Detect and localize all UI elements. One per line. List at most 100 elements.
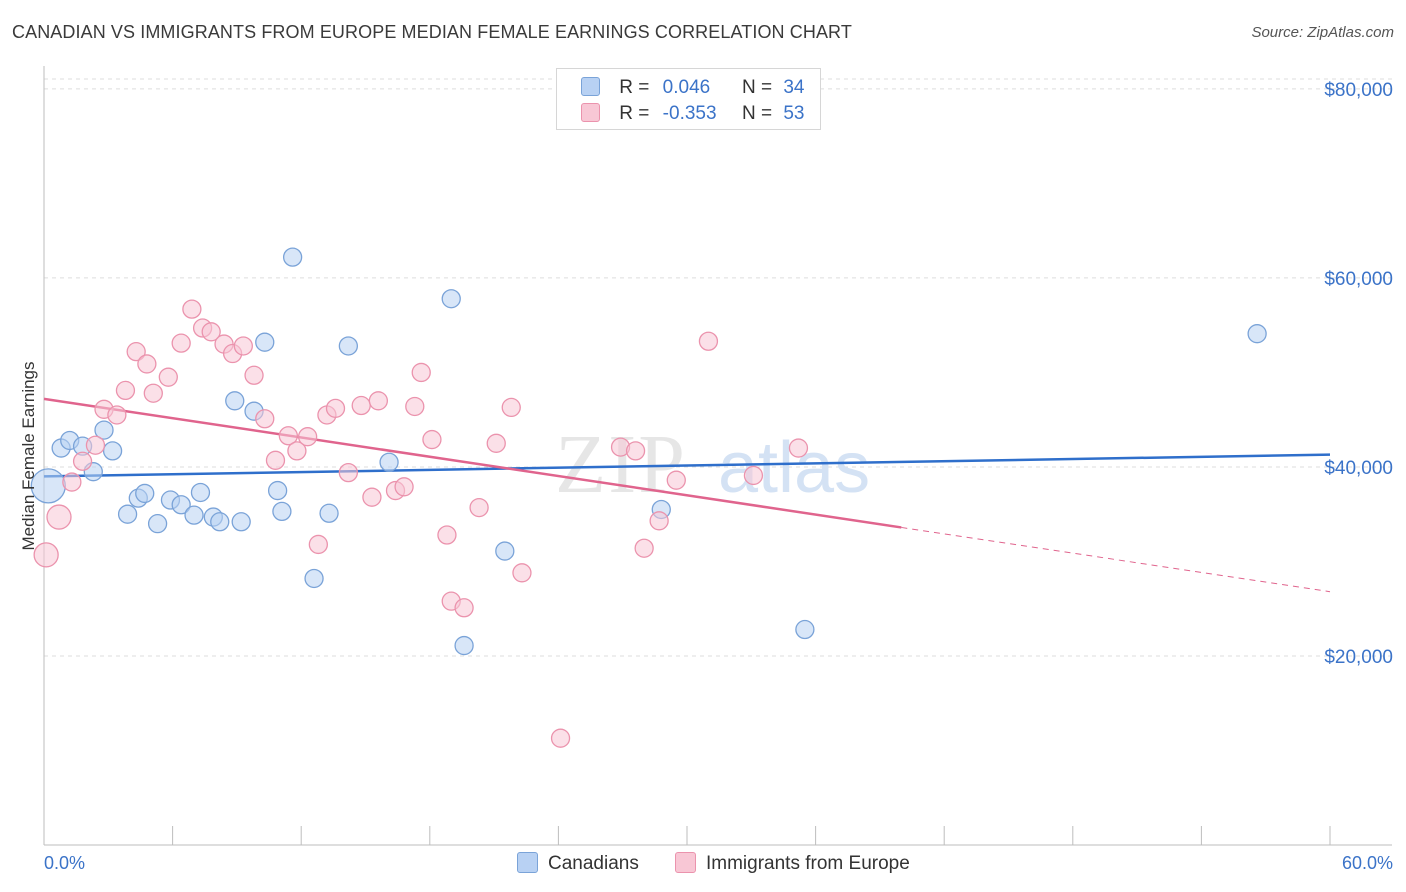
immigrants-point <box>201 322 221 342</box>
pink-swatch-icon <box>581 103 600 122</box>
immigrants-point <box>788 438 809 458</box>
legend-r-label: R = <box>619 103 650 124</box>
y-tick-labels: $20,000 $40,000 $60,000 $80,000 <box>1324 80 1393 668</box>
immigrants-point <box>115 380 136 401</box>
axes <box>43 66 1392 846</box>
legend-r-value: -0.353 <box>662 103 717 124</box>
immigrants-point <box>244 365 264 385</box>
immigrants-point <box>143 383 163 403</box>
canadians-point <box>454 635 474 656</box>
canadians-point <box>267 480 288 501</box>
canadians-point <box>1247 324 1267 344</box>
canadians-point <box>495 541 515 561</box>
immigrants-point <box>454 598 474 618</box>
immigrants-point <box>278 426 298 446</box>
data-points <box>30 247 1267 748</box>
immigrants-point <box>512 563 532 583</box>
legend-r-value: 0.046 <box>662 77 711 98</box>
immigrants-trend-line <box>43 397 902 529</box>
bottom-legend-immigrants[interactable]: Immigrants from Europe <box>675 852 910 876</box>
canadians-point <box>147 514 168 534</box>
legend-n-value: 53 <box>783 103 805 124</box>
trend-lines <box>43 397 1331 593</box>
immigrants-point <box>308 534 328 555</box>
pink-swatch-icon <box>675 852 696 873</box>
canadians-point <box>304 568 324 589</box>
canadians-point <box>379 452 399 472</box>
immigrants-point <box>698 331 719 351</box>
immigrants-point <box>437 525 457 545</box>
immigrants-point <box>126 341 146 362</box>
gridlines <box>44 78 1392 657</box>
immigrants-point <box>287 441 307 461</box>
immigrants-point <box>62 472 82 492</box>
immigrants-point <box>394 477 414 497</box>
immigrants-point <box>255 409 275 429</box>
immigrants-point <box>72 451 93 471</box>
legend-n-label: N = <box>741 77 773 98</box>
x-tick-label: 60.0% <box>1342 853 1393 873</box>
immigrants-point <box>85 435 106 455</box>
immigrants-point <box>325 398 346 419</box>
canadians-point <box>171 495 191 515</box>
canadians-point <box>117 504 138 524</box>
immigrants-point <box>550 728 571 748</box>
canadians-point <box>319 503 339 523</box>
blue-swatch-icon <box>581 77 600 96</box>
immigrants-point <box>233 336 253 356</box>
canadians-point <box>94 420 114 440</box>
canadians-point <box>184 505 204 525</box>
y-tick-label: $20,000 <box>1324 647 1393 668</box>
immigrants-point <box>634 538 654 558</box>
x-tick-label: 0.0% <box>44 853 85 873</box>
canadians-point <box>225 391 245 411</box>
immigrants-point <box>625 441 646 461</box>
legend-row-immigrants: R = -0.353 N = 53 <box>581 103 804 127</box>
legend-row-canadians: R = 0.046 N = 34 <box>581 77 804 101</box>
immigrants-trend-line <box>901 526 1331 593</box>
immigrants-point <box>405 396 425 417</box>
immigrants-point <box>297 427 318 447</box>
canadians-point <box>102 441 123 461</box>
immigrants-point <box>368 391 389 411</box>
canadians-point <box>135 483 155 504</box>
canadians-point <box>282 247 303 267</box>
immigrants-point <box>107 405 127 425</box>
source-label: Source: ZipAtlas.com <box>1251 24 1394 41</box>
canadians-point <box>231 512 251 532</box>
bottom-legend-label: Canadians <box>548 853 639 874</box>
immigrants-point <box>33 542 59 568</box>
correlation-legend: R = 0.046 N = 34 R = -0.353 N = 53 <box>556 68 821 130</box>
bottom-legend-label: Immigrants from Europe <box>706 853 910 874</box>
immigrants-point <box>486 433 506 453</box>
legend-r-label: R = <box>619 77 650 98</box>
canadians-point <box>210 512 230 532</box>
immigrants-point <box>182 299 202 319</box>
immigrants-point <box>469 497 489 518</box>
immigrants-point <box>743 465 764 486</box>
immigrants-point <box>351 395 371 416</box>
immigrants-point <box>422 429 442 450</box>
blue-swatch-icon <box>517 852 538 873</box>
legend-n-label: N = <box>741 103 773 124</box>
canadians-point <box>255 332 275 352</box>
canadians-point <box>441 289 461 309</box>
immigrants-point <box>666 470 686 490</box>
canadians-point <box>338 336 359 356</box>
immigrants-point <box>46 504 72 530</box>
canadians-trend-line <box>43 453 1331 478</box>
y-axis-title: Median Female Earnings <box>19 362 38 551</box>
bottom-legend-canadians[interactable]: Canadians <box>517 852 639 876</box>
immigrants-point <box>338 462 359 483</box>
watermark-zip: ZIP <box>555 418 687 511</box>
canadians-point <box>795 619 815 640</box>
chart-title: CANADIAN VS IMMIGRANTS FROM EUROPE MEDIA… <box>12 22 852 42</box>
y-tick-label: $80,000 <box>1324 80 1393 101</box>
immigrants-point <box>158 367 178 387</box>
immigrants-point <box>411 362 431 383</box>
immigrants-point <box>501 397 521 418</box>
immigrants-point <box>171 333 191 353</box>
immigrants-point <box>362 487 382 507</box>
immigrants-point <box>137 354 157 374</box>
